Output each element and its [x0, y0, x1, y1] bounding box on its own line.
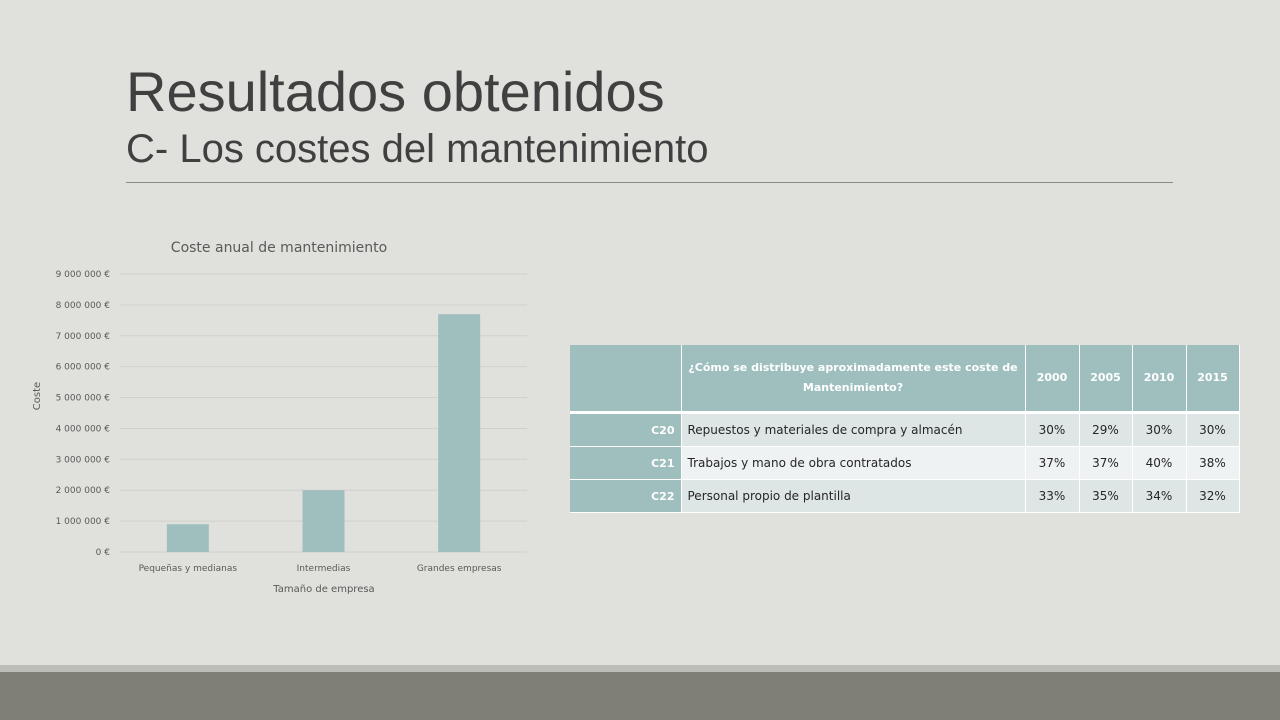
row-value: 38%: [1186, 446, 1240, 480]
table-header-year: 2010: [1132, 345, 1187, 414]
cost-distribution-table: ¿Cómo se distribuye aproximadamente este…: [570, 345, 1240, 513]
y-tick-label: 5 000 000 €: [56, 394, 111, 404]
row-code: C20: [570, 412, 682, 447]
title-divider: [126, 182, 1173, 183]
row-code: C22: [570, 479, 682, 513]
chart-x-axis-label: Tamaño de empresa: [272, 584, 374, 595]
table-row: C20 Repuestos y materiales de compra y a…: [570, 412, 1240, 447]
table-header-year: 2005: [1079, 345, 1133, 414]
y-tick-label: 2 000 000 €: [56, 486, 111, 496]
y-tick-label: 7 000 000 €: [56, 332, 111, 342]
row-value: 40%: [1132, 446, 1187, 480]
row-value: 35%: [1079, 479, 1133, 513]
table-header-question: ¿Cómo se distribuye aproximadamente este…: [681, 345, 1026, 414]
row-value: 30%: [1186, 412, 1240, 447]
chart-x-ticks: Pequeñas y medianas Intermedias Grandes em…: [139, 564, 502, 574]
y-tick-label: 1 000 000 €: [56, 517, 111, 527]
chart-title: Coste anual de mantenimiento: [171, 240, 387, 256]
table-header-row: ¿Cómo se distribuye aproximadamente este…: [570, 345, 1240, 414]
row-value: 37%: [1079, 446, 1133, 480]
row-value: 32%: [1186, 479, 1240, 513]
row-value: 34%: [1132, 479, 1187, 513]
y-tick-label: 6 000 000 €: [56, 363, 111, 373]
y-tick-label: 3 000 000 €: [56, 455, 111, 465]
y-tick-label: 9 000 000 €: [56, 270, 111, 280]
chart-y-axis-label: Coste: [32, 382, 43, 410]
x-tick-label: Pequeñas y medianas: [139, 564, 238, 574]
row-code: C21: [570, 446, 682, 480]
bar: [302, 490, 345, 552]
row-label: Trabajos y mano de obra contratados: [681, 446, 1026, 480]
row-label: Repuestos y materiales de compra y almac…: [681, 412, 1026, 447]
x-tick-label: Intermedias: [297, 564, 351, 574]
bar-chart: Coste anual de mantenimiento 0 € 1 000 00…: [30, 230, 540, 610]
row-value: 30%: [1025, 412, 1080, 447]
row-value: 33%: [1025, 479, 1080, 513]
table-header-empty: [570, 345, 682, 414]
chart-y-ticks: 0 € 1 000 000 € 2 000 000 € 3 000 000 € 4 00…: [56, 270, 111, 558]
row-label: Personal propio de plantilla: [681, 479, 1026, 513]
chart-bars: [166, 314, 481, 552]
table-row: C21 Trabajos y mano de obra contratados …: [570, 446, 1240, 480]
x-tick-label: Grandes empresas: [417, 564, 502, 574]
bar: [438, 314, 481, 552]
y-tick-label: 8 000 000 €: [56, 301, 111, 311]
footer-band: [0, 672, 1280, 720]
table-header-year: 2015: [1186, 345, 1240, 414]
y-tick-label: 4 000 000 €: [56, 424, 111, 434]
slide-subtitle: C- Los costes del mantenimiento: [126, 127, 709, 171]
chart-gridlines: [120, 273, 527, 553]
table-row: C22 Personal propio de plantilla 33% 35%…: [570, 479, 1240, 513]
footer-band-light: [0, 665, 1280, 672]
y-tick-label: 0 €: [96, 548, 111, 558]
table-header-year: 2000: [1025, 345, 1080, 414]
row-value: 30%: [1132, 412, 1187, 447]
row-value: 29%: [1079, 412, 1133, 447]
row-value: 37%: [1025, 446, 1080, 480]
slide-title: Resultados obtenidos: [126, 60, 665, 123]
bar: [166, 524, 209, 552]
bar-chart-svg: Coste anual de mantenimiento 0 € 1 000 00…: [32, 240, 527, 595]
